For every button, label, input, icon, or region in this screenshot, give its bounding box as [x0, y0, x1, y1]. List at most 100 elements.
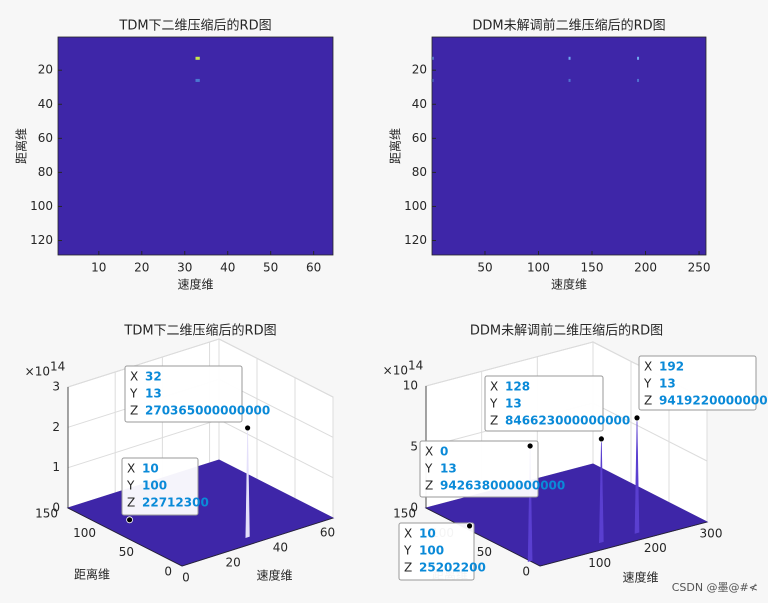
y-tick-label: 0 [164, 565, 172, 579]
y-tick-label: 120 [30, 233, 53, 247]
datatip-key: Y [489, 397, 498, 411]
heatmap-background [432, 37, 706, 255]
x-tick-label: 100 [527, 261, 550, 275]
axes-box [431, 36, 707, 256]
z-tick-label: 5 [410, 440, 418, 454]
datatip-marker [526, 442, 534, 450]
x-tick-label: 60 [306, 261, 321, 275]
datatip-value: 128 [505, 380, 530, 394]
datatip-box [121, 457, 199, 516]
x-tick-label: 200 [634, 261, 657, 275]
datatip-value: 270365000000000 [145, 404, 270, 418]
datatip-value: 13 [659, 377, 676, 391]
datatip-box [484, 375, 604, 432]
watermark: CSDN @墨@#≮ [672, 581, 758, 594]
y-tick-label: 100 [30, 199, 53, 213]
datatip-key: Z [425, 479, 433, 493]
heatmap-cell [568, 56, 571, 60]
datatip-key: Z [490, 414, 498, 428]
z-tick-label: 2 [52, 420, 60, 434]
z-exponent-power: 14 [408, 359, 423, 373]
heatmap-cell [637, 56, 640, 60]
datatip-value: 10 [419, 527, 436, 541]
datatip-key: Y [643, 377, 652, 391]
x-tick-label: 50 [263, 261, 278, 275]
datatip-key: X [127, 462, 135, 476]
datatip-key: Y [424, 462, 433, 476]
y-tick-label: 80 [38, 165, 53, 179]
y-tick-label: 150 [393, 507, 416, 521]
datatip-key: Y [129, 387, 138, 401]
x-axis-label: 速度维 [622, 570, 658, 585]
axis-line [539, 521, 708, 567]
z-exponent-base: ×10 [383, 364, 408, 378]
datatip-key: X [130, 370, 138, 384]
z-tick-label: 10 [403, 379, 418, 393]
datatip-value: 942638000000000 [440, 479, 565, 493]
datatip-value: 100 [419, 544, 444, 558]
x-tick-label: 60 [320, 526, 335, 540]
heatmap-cell [568, 78, 571, 82]
datatip-key: Z [644, 394, 652, 408]
heatmap-cell [431, 78, 434, 82]
x-tick-label: 40 [220, 261, 235, 275]
datatip-box [124, 365, 243, 423]
datatip-key: X [425, 445, 433, 459]
x-tick-label: 10 [91, 261, 106, 275]
axis-line [181, 517, 334, 567]
surface-spike [527, 445, 533, 562]
z-tick-label: 3 [52, 380, 60, 394]
heatmap-background [58, 37, 333, 255]
y-tick-label: 40 [38, 97, 53, 111]
y-tick-label: 50 [477, 545, 492, 559]
chart-title: DDM未解调前二维压缩后的RD图 [470, 323, 663, 339]
datatip-marker [244, 424, 252, 432]
z-tick-label: 0 [52, 501, 60, 515]
x-axis-label: 速度维 [177, 277, 213, 292]
z-exponent-power: 14 [50, 360, 65, 374]
y-axis-label: 距离维 [74, 567, 110, 582]
chart-title: TDM下二维压缩后的RD图 [118, 18, 271, 34]
datatip-box [419, 440, 539, 498]
datatip-key: X [404, 527, 412, 541]
z-tick-label: 1 [52, 460, 60, 474]
y-tick-label: 20 [412, 63, 427, 77]
x-tick-label: 20 [134, 261, 149, 275]
datatip-value: 941922000000000 [659, 394, 768, 408]
surface-spike [599, 438, 604, 544]
datatip-value: 100 [142, 479, 167, 493]
heatmap-cell [195, 78, 200, 82]
datatip-marker [597, 435, 605, 443]
y-tick-label: 50 [119, 545, 134, 559]
y-tick-label: 80 [412, 165, 427, 179]
datatip-key: Y [403, 544, 412, 558]
surface-spike [245, 427, 250, 538]
datatip-value: 22712300 [142, 496, 209, 510]
y-tick-label: 20 [38, 63, 53, 77]
datatip-value: 13 [440, 462, 457, 476]
x-axis-label: 速度维 [256, 568, 292, 583]
x-tick-label: 150 [581, 261, 604, 275]
chart-title: DDM未解调前二维压缩后的RD图 [472, 18, 665, 34]
x-tick-label: 200 [644, 541, 667, 555]
x-tick-label: 50 [477, 261, 492, 275]
datatip-value: 10 [142, 462, 159, 476]
axes-box [57, 36, 334, 256]
x-tick-label: 40 [273, 541, 288, 555]
chart-title: TDM下二维压缩后的RD图 [123, 323, 276, 339]
y-axis-label: 距离维 [14, 128, 29, 164]
y-tick-label: 150 [35, 507, 58, 521]
surface-spike [634, 417, 640, 534]
datatip-key: Z [130, 404, 138, 418]
datatip-box [638, 355, 757, 411]
x-tick-label: 0 [182, 571, 190, 585]
datatip-value: 846623000000000 [505, 414, 630, 428]
axis-line [425, 507, 541, 567]
y-tick-label: 60 [38, 131, 53, 145]
datatip-key: X [490, 380, 498, 394]
datatip-marker [466, 522, 473, 530]
datatip-value: 13 [145, 387, 162, 401]
heatmap-cell [637, 78, 640, 82]
y-tick-label: 100 [404, 199, 427, 213]
y-tick-label: 100 [73, 526, 96, 540]
